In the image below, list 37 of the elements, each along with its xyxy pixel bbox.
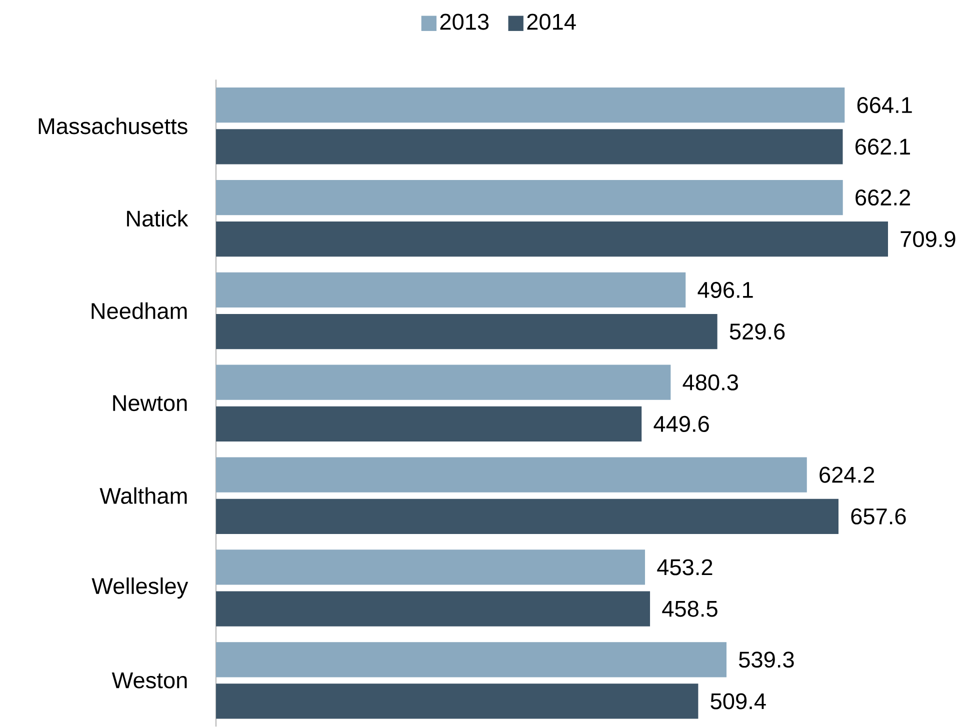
bar [216, 88, 845, 123]
y-tick-label: Waltham [100, 487, 187, 504]
legend-label: 2013 [440, 14, 489, 30]
bar [216, 684, 698, 719]
bar [216, 272, 686, 308]
bar [216, 406, 642, 442]
bar [216, 642, 727, 678]
bar [216, 364, 671, 400]
y-tick-label: Newton [113, 395, 187, 412]
data-label: 624.2 [820, 466, 874, 483]
data-label: 657.6 [851, 508, 906, 524]
y-tick-label: Massachusetts [38, 118, 188, 134]
data-label: 709.9 [900, 231, 956, 248]
data-label: 449.6 [654, 416, 709, 432]
data-label: 662.1 [856, 138, 910, 155]
data-label: 662.2 [856, 189, 910, 206]
bar [216, 180, 843, 216]
bar [216, 457, 807, 492]
data-label: 539.3 [739, 652, 794, 668]
bar [216, 591, 650, 626]
data-label: 480.3 [682, 374, 738, 390]
y-tick-label: Wellesley [92, 577, 188, 599]
data-label: 458.5 [662, 600, 718, 617]
bar [216, 550, 646, 585]
y-tick-label: Weston [112, 672, 187, 688]
legend-label: 2014 [527, 14, 576, 30]
y-tick-label: Natick [127, 210, 188, 227]
bar [216, 314, 718, 350]
bar [216, 222, 888, 257]
bar [216, 129, 843, 164]
data-label: 509.4 [710, 693, 766, 710]
bar [216, 498, 838, 534]
data-label: 453.2 [657, 559, 712, 576]
data-label: 496.1 [698, 282, 753, 298]
data-label: 529.6 [730, 324, 785, 340]
y-tick-label: Needham [92, 302, 187, 320]
data-label: 664.1 [857, 97, 912, 114]
